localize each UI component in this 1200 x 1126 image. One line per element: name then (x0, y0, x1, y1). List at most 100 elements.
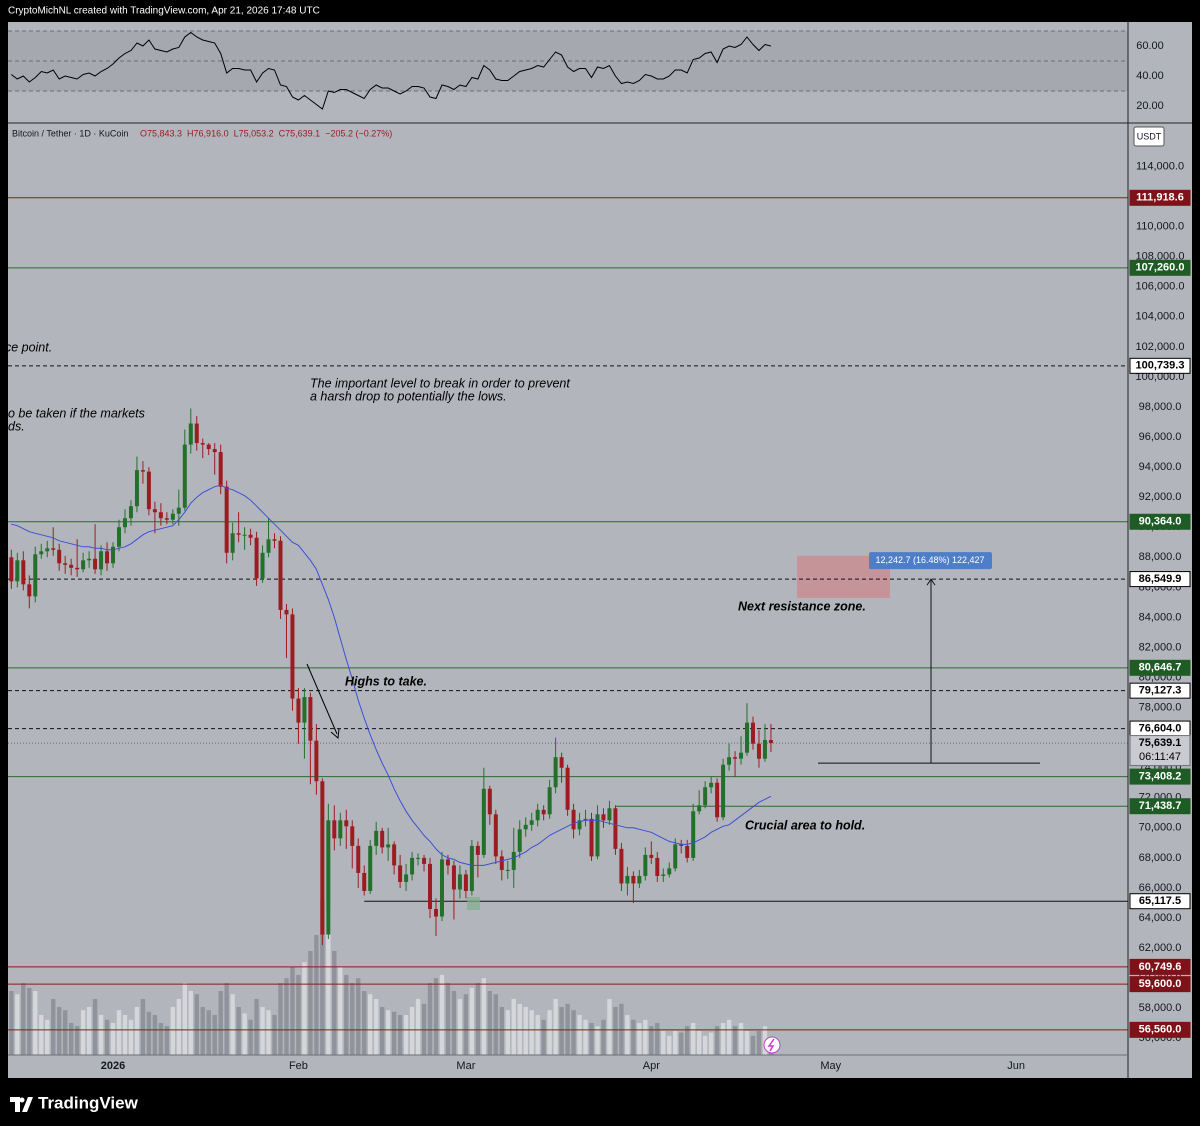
volume-bar (326, 911, 331, 1055)
candle-body (158, 512, 163, 519)
volume-bar (547, 1010, 552, 1055)
level-label: 79,127.3 (1139, 685, 1182, 697)
candle-body (27, 584, 32, 597)
level-label: 76,604.0 (1139, 722, 1182, 734)
candle-body (511, 851, 516, 870)
y-tick-label: 114,000.0 (1136, 160, 1184, 172)
candle-body (499, 856, 504, 870)
volume-bar (134, 1007, 140, 1055)
volume-bar (720, 1023, 726, 1055)
volume-bar (427, 983, 433, 1055)
level-label: 75,639.1 (1139, 737, 1182, 749)
candle-body (439, 859, 444, 917)
candle-body (164, 518, 169, 520)
arrow (306, 663, 338, 735)
axes: 20.0040.0060.0056,000.058,000.060,000.06… (101, 40, 1191, 1072)
candle-body (655, 857, 660, 876)
x-tick-label: 2026 (101, 1060, 125, 1072)
rsi-tick-label: 40.00 (1136, 70, 1164, 82)
countdown: 06:11:47 (1139, 751, 1181, 763)
candle-body (350, 826, 355, 846)
event-icon[interactable] (763, 1036, 781, 1054)
candle-body (457, 874, 462, 890)
rsi-line (11, 31, 772, 110)
candle-body (535, 809, 540, 821)
volume-bar (439, 975, 445, 1055)
y-tick-label: 108,000.0 (1136, 251, 1185, 263)
volume-bar (176, 999, 182, 1055)
level-label: 90,364.0 (1139, 516, 1182, 528)
candle-body (517, 829, 522, 852)
candle-body (296, 698, 301, 723)
candle-body (739, 752, 744, 759)
volume-bar (302, 962, 307, 1055)
candle-body (93, 558, 98, 570)
candle-body (15, 560, 20, 582)
volume-bar (613, 1007, 618, 1055)
volume-bar (511, 999, 516, 1055)
ohlc-value: C75,639.1 (279, 128, 321, 138)
volume-bar (529, 1010, 534, 1055)
candle-body (236, 533, 241, 535)
candle-body (756, 743, 761, 759)
volume-bar (158, 1023, 164, 1055)
candle-body (242, 534, 247, 536)
candle-body (362, 872, 367, 891)
candle-body (601, 814, 606, 821)
volume-bar (631, 1019, 636, 1055)
currency[interactable]: USDT (1137, 131, 1162, 141)
volume-bar (714, 1026, 720, 1055)
candle-body (745, 722, 750, 753)
candle-body (703, 787, 708, 806)
ohlc-value: O75,843.3 (140, 128, 182, 138)
candle-body (320, 781, 325, 935)
currency-box[interactable] (1133, 126, 1165, 147)
candle-body (613, 808, 618, 849)
candle-body (577, 820, 582, 830)
candle-body (595, 814, 600, 857)
candle-body (619, 848, 624, 884)
candle-body (39, 551, 44, 555)
volume-bar (373, 999, 379, 1055)
volume-bar (260, 1007, 265, 1055)
level-label: 80,646.7 (1139, 662, 1182, 674)
price-pane: 12,242.7 (16.48%) 122,427 nce point. o be … (0, 197, 1128, 1055)
volume-bar (415, 999, 421, 1055)
volume-bar (98, 1015, 104, 1055)
volume-bar (445, 983, 451, 1055)
volume-bar (451, 991, 457, 1055)
candle-body (308, 697, 313, 741)
x-tick-label: Mar (456, 1060, 475, 1072)
volume-bar (756, 1031, 762, 1055)
arrow-head (330, 728, 340, 739)
level-box (1129, 768, 1191, 785)
volume-bar (667, 1035, 672, 1055)
candle-body (475, 845, 480, 855)
volume-bar (230, 994, 235, 1055)
candle-body (733, 757, 738, 759)
y-tick-label: 100,000.0 (1136, 371, 1185, 383)
volume-bar (571, 1010, 576, 1055)
candle-body (278, 540, 283, 610)
volume-bar (409, 1007, 415, 1055)
volume-bar (583, 1019, 588, 1055)
volume-bar (391, 1011, 397, 1055)
y-tick-label: 110,000.0 (1136, 221, 1184, 233)
volume-bar (601, 1019, 606, 1055)
candle-body (607, 808, 612, 821)
candle-body (272, 539, 277, 541)
candle-body (553, 757, 558, 788)
annotation: nce point. (0, 340, 52, 354)
ohlc-value: H76,916.0 (187, 128, 229, 138)
annotation: Highs to take. (345, 674, 427, 688)
y-tick-label: 70,000.0 (1139, 822, 1182, 834)
candle-body (445, 859, 450, 866)
candle-body (260, 552, 265, 579)
measure-label: 12,242.7 (16.48%) 122,427 (875, 555, 984, 565)
level-box (1129, 659, 1191, 676)
volume-bar (128, 1019, 134, 1055)
candle-body (559, 757, 564, 768)
candle-body (410, 857, 415, 875)
level-box (1129, 735, 1191, 767)
